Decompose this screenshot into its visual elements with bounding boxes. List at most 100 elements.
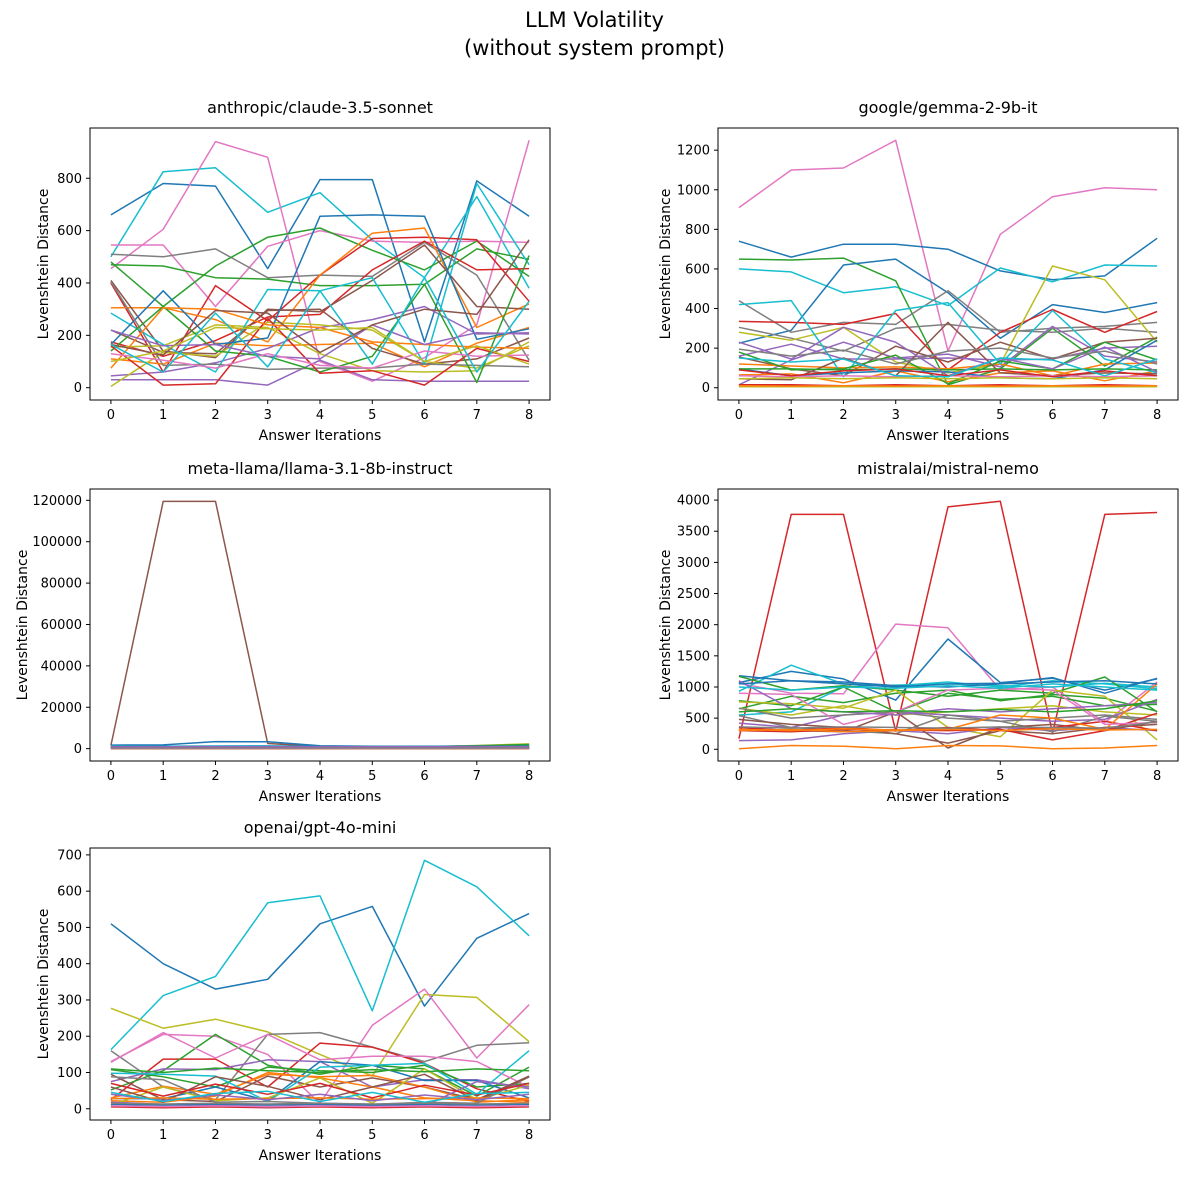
figure-title: LLM Volatility (without system prompt) (0, 6, 1189, 63)
svg-text:0: 0 (74, 742, 82, 757)
svg-text:2500: 2500 (677, 587, 710, 602)
svg-text:2: 2 (839, 769, 847, 784)
svg-text:3: 3 (264, 1128, 272, 1143)
x-axis-label: Answer Iterations (886, 789, 1010, 805)
plot-area: 0 1 2 3 4 5 6 7 8 0 500 1000 1500 2000 2500 3000 3500 400… (677, 488, 1179, 784)
plot-area: 0 1 2 3 4 5 6 7 8 0 200 400 600 800 (57, 127, 551, 423)
svg-text:2: 2 (211, 769, 219, 784)
svg-text:3: 3 (892, 408, 900, 423)
svg-text:8: 8 (1153, 408, 1161, 423)
svg-text:0: 0 (735, 769, 743, 784)
svg-text:0: 0 (107, 408, 115, 423)
svg-text:300: 300 (57, 993, 82, 1008)
svg-text:400: 400 (57, 957, 82, 972)
svg-text:6: 6 (420, 1128, 428, 1143)
svg-text:4: 4 (944, 769, 952, 784)
svg-text:2: 2 (839, 408, 847, 423)
figure-title-line1: LLM Volatility (525, 8, 664, 32)
svg-text:7: 7 (473, 1128, 481, 1143)
svg-text:1: 1 (787, 769, 795, 784)
svg-text:3: 3 (264, 769, 272, 784)
subplot-title: openai/gpt-4o-mini (243, 818, 397, 837)
svg-text:800: 800 (685, 223, 710, 238)
x-axis-label: Answer Iterations (258, 1148, 382, 1164)
plot-area: 0 1 2 3 4 5 6 7 8 0 20000 40000 60000 80000 100000 1200… (32, 488, 551, 784)
svg-text:0: 0 (702, 743, 710, 758)
svg-text:2: 2 (211, 408, 219, 423)
svg-text:600: 600 (57, 885, 82, 900)
svg-text:5: 5 (996, 769, 1004, 784)
figure-title-line2: (without system prompt) (464, 36, 725, 61)
svg-text:3500: 3500 (677, 525, 710, 540)
svg-text:700: 700 (57, 848, 82, 863)
svg-text:2: 2 (211, 1128, 219, 1143)
subplot-claude-3-5-sonnet: anthropic/claude-3.5-sonnet Levenshtein … (20, 86, 565, 462)
svg-text:500: 500 (685, 712, 710, 727)
subplot-title: meta-llama/llama-3.1-8b-instruct (187, 459, 453, 478)
x-axis-label: Answer Iterations (258, 789, 382, 805)
svg-text:3: 3 (892, 769, 900, 784)
svg-text:7: 7 (473, 769, 481, 784)
svg-text:400: 400 (685, 302, 710, 317)
svg-text:1: 1 (787, 408, 795, 423)
svg-text:4: 4 (316, 1128, 324, 1143)
svg-text:4: 4 (316, 408, 324, 423)
svg-text:200: 200 (57, 1030, 82, 1045)
svg-text:4000: 4000 (677, 494, 710, 509)
svg-text:20000: 20000 (41, 701, 82, 716)
svg-text:1200: 1200 (677, 144, 710, 159)
svg-text:7: 7 (473, 408, 481, 423)
svg-text:1: 1 (159, 1128, 167, 1143)
svg-text:5: 5 (996, 408, 1004, 423)
svg-text:800: 800 (57, 172, 82, 187)
svg-text:6: 6 (420, 769, 428, 784)
svg-text:2000: 2000 (677, 618, 710, 633)
svg-text:400: 400 (57, 276, 82, 291)
svg-text:4: 4 (944, 408, 952, 423)
svg-text:1: 1 (159, 408, 167, 423)
svg-text:7: 7 (1101, 769, 1109, 784)
svg-text:1000: 1000 (677, 183, 710, 198)
svg-text:1: 1 (159, 769, 167, 784)
svg-text:0: 0 (735, 408, 743, 423)
subplot-title: google/gemma-2-9b-it (858, 98, 1038, 117)
subplot-gemma-2-9b-it: google/gemma-2-9b-it Levenshtein Distanc… (648, 86, 1189, 462)
svg-text:6: 6 (1048, 408, 1056, 423)
svg-text:100: 100 (57, 1066, 82, 1081)
subplot-mistral-nemo: mistralai/mistral-nemo Levenshtein Dista… (648, 447, 1189, 823)
plot-area: 0 1 2 3 4 5 6 7 8 0 200 400 600 800 1000 1200 (677, 127, 1179, 423)
svg-text:0: 0 (74, 381, 82, 396)
svg-text:0: 0 (107, 1128, 115, 1143)
svg-text:8: 8 (525, 1128, 533, 1143)
plot-area: 0 1 2 3 4 5 6 7 8 0 100 200 300 400 500 600 700 (57, 847, 551, 1143)
svg-text:5: 5 (368, 408, 376, 423)
svg-text:8: 8 (1153, 769, 1161, 784)
svg-text:3000: 3000 (677, 556, 710, 571)
svg-text:7: 7 (1101, 408, 1109, 423)
svg-text:0: 0 (702, 381, 710, 396)
x-axis-label: Answer Iterations (886, 428, 1010, 444)
svg-text:4: 4 (316, 769, 324, 784)
x-axis-label: Answer Iterations (258, 428, 382, 444)
svg-text:500: 500 (57, 921, 82, 936)
svg-text:8: 8 (525, 408, 533, 423)
subplot-title: mistralai/mistral-nemo (857, 459, 1039, 478)
svg-text:1000: 1000 (677, 680, 710, 695)
svg-text:0: 0 (107, 769, 115, 784)
svg-text:0: 0 (74, 1102, 82, 1117)
svg-text:60000: 60000 (41, 618, 82, 633)
svg-text:1500: 1500 (677, 649, 710, 664)
subplot-gpt-4o-mini: openai/gpt-4o-mini Levenshtein Distance … (20, 806, 565, 1182)
svg-text:200: 200 (685, 342, 710, 357)
subplot-llama-3-1-8b-instruct: meta-llama/llama-3.1-8b-instruct Levensh… (15, 447, 565, 823)
svg-text:600: 600 (57, 224, 82, 239)
svg-text:120000: 120000 (32, 494, 82, 509)
svg-text:40000: 40000 (41, 659, 82, 674)
svg-text:6: 6 (420, 408, 428, 423)
svg-text:80000: 80000 (41, 577, 82, 592)
svg-text:8: 8 (525, 769, 533, 784)
svg-text:5: 5 (368, 1128, 376, 1143)
subplot-title: anthropic/claude-3.5-sonnet (207, 98, 433, 117)
svg-text:200: 200 (57, 329, 82, 344)
